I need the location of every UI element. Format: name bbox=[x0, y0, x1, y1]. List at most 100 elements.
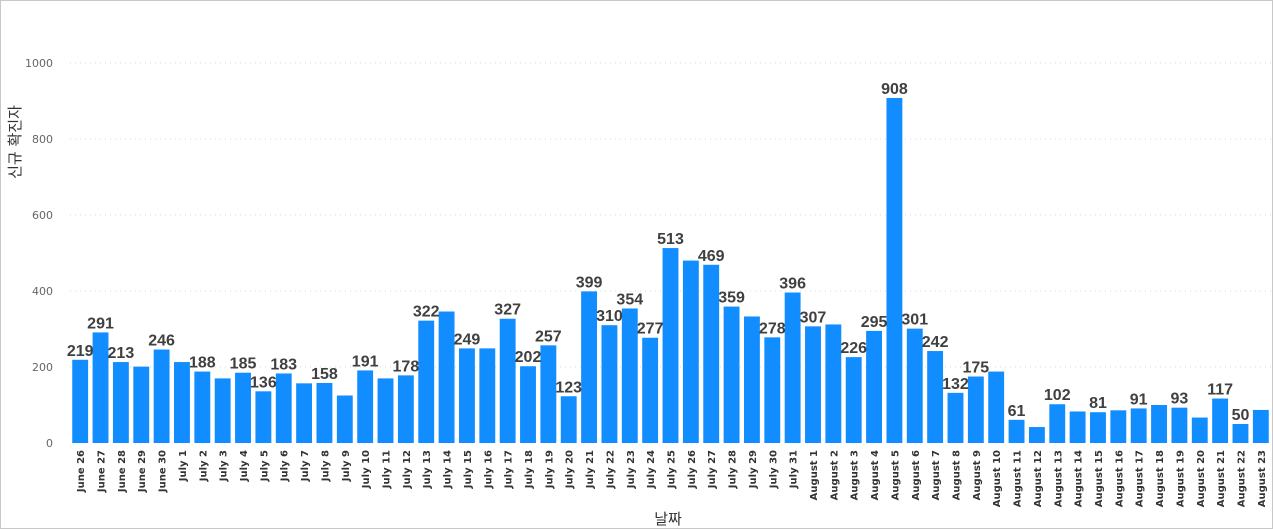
bar[interactable] bbox=[1028, 427, 1045, 443]
data-label: 91 bbox=[1130, 391, 1148, 408]
bar[interactable] bbox=[520, 366, 536, 443]
bar[interactable] bbox=[1171, 407, 1188, 443]
data-label: 183 bbox=[270, 356, 297, 373]
data-label: 307 bbox=[800, 309, 827, 326]
x-tick-label: June 29 bbox=[137, 450, 148, 493]
bar[interactable] bbox=[601, 325, 618, 443]
bar[interactable] bbox=[866, 330, 882, 443]
bar[interactable] bbox=[133, 366, 150, 443]
x-tick-label: July 29 bbox=[748, 450, 759, 489]
x-tick-label: July 8 bbox=[320, 450, 331, 482]
x-tick-label: July 6 bbox=[280, 450, 291, 482]
bar[interactable] bbox=[1090, 412, 1106, 443]
data-label: 93 bbox=[1170, 391, 1188, 408]
bar[interactable] bbox=[723, 306, 740, 443]
data-label: 213 bbox=[108, 345, 135, 362]
y-tick-label: 800 bbox=[32, 133, 53, 146]
bar[interactable] bbox=[1110, 410, 1127, 443]
y-tick-label: 1000 bbox=[25, 57, 53, 70]
x-axis-ticks: June 26 June 27 June 28 June 29 June 30 July … bbox=[76, 450, 1268, 507]
bar[interactable] bbox=[947, 392, 964, 443]
x-tick-label: July 30 bbox=[768, 450, 779, 489]
bar[interactable] bbox=[703, 264, 720, 443]
bar[interactable] bbox=[560, 396, 577, 443]
data-label: 50 bbox=[1232, 407, 1250, 424]
x-tick-label: August 21 bbox=[1216, 450, 1227, 507]
bar[interactable] bbox=[174, 362, 190, 443]
data-label: 399 bbox=[576, 274, 603, 291]
bar[interactable] bbox=[235, 372, 251, 443]
x-tick-label: July 9 bbox=[341, 450, 352, 482]
bar[interactable] bbox=[642, 337, 659, 443]
bar[interactable] bbox=[845, 357, 862, 443]
data-label: 136 bbox=[250, 374, 277, 391]
bar[interactable] bbox=[1212, 398, 1229, 443]
bar[interactable] bbox=[1049, 404, 1066, 443]
bar[interactable] bbox=[1008, 419, 1025, 443]
bar[interactable] bbox=[316, 382, 333, 443]
x-tick-label: August 8 bbox=[951, 450, 962, 500]
bar[interactable] bbox=[540, 345, 557, 443]
bar[interactable] bbox=[967, 376, 984, 444]
x-tick-label: July 16 bbox=[483, 450, 494, 489]
bar[interactable] bbox=[459, 348, 475, 443]
bar[interactable] bbox=[194, 371, 211, 443]
bar[interactable] bbox=[1232, 424, 1249, 443]
bar[interactable] bbox=[743, 316, 760, 443]
y-axis-ticks: 0 200 400 600 800 1000 bbox=[25, 57, 53, 450]
bar[interactable] bbox=[357, 370, 374, 443]
x-tick-label: August 20 bbox=[1196, 450, 1207, 507]
x-tick-label: July 14 bbox=[443, 450, 454, 489]
bar[interactable] bbox=[499, 318, 516, 443]
x-tick-label: August 5 bbox=[890, 450, 901, 500]
x-tick-label: August 2 bbox=[829, 450, 840, 500]
bar[interactable] bbox=[72, 359, 89, 443]
bar[interactable] bbox=[906, 328, 923, 443]
x-tick-label: August 3 bbox=[850, 450, 861, 500]
bar[interactable] bbox=[621, 308, 638, 443]
bar[interactable] bbox=[397, 375, 414, 443]
x-tick-label: July 12 bbox=[402, 450, 413, 489]
x-tick-label: July 1 bbox=[178, 450, 189, 482]
data-label: 61 bbox=[1008, 403, 1026, 420]
bar[interactable] bbox=[825, 324, 842, 443]
data-label: 202 bbox=[515, 349, 542, 366]
bar[interactable] bbox=[1252, 409, 1269, 443]
x-tick-label: July 2 bbox=[198, 450, 209, 482]
data-label: 226 bbox=[840, 340, 867, 357]
bar[interactable] bbox=[784, 292, 801, 443]
bar[interactable] bbox=[581, 291, 598, 443]
x-tick-label: July 21 bbox=[585, 450, 596, 489]
bar[interactable] bbox=[214, 378, 231, 443]
bar[interactable] bbox=[112, 362, 129, 443]
bar[interactable] bbox=[1130, 408, 1147, 443]
bar[interactable] bbox=[662, 248, 679, 443]
bar[interactable] bbox=[886, 97, 903, 444]
bar[interactable] bbox=[255, 391, 272, 443]
x-tick-label: August 12 bbox=[1033, 450, 1044, 507]
bar[interactable] bbox=[927, 351, 944, 443]
data-label: 246 bbox=[148, 333, 175, 350]
bar[interactable] bbox=[805, 326, 821, 443]
bar[interactable] bbox=[438, 311, 455, 443]
x-tick-label: July 11 bbox=[382, 450, 393, 489]
x-tick-label: August 13 bbox=[1053, 450, 1064, 507]
bar[interactable] bbox=[479, 348, 496, 443]
bar[interactable] bbox=[377, 378, 394, 443]
bar[interactable] bbox=[275, 373, 292, 443]
bar[interactable] bbox=[988, 371, 1005, 443]
bar[interactable] bbox=[1069, 411, 1086, 443]
x-tick-label: August 4 bbox=[870, 450, 881, 500]
bar[interactable] bbox=[153, 349, 170, 443]
bar[interactable] bbox=[1191, 417, 1208, 443]
bar[interactable] bbox=[682, 260, 699, 443]
bar[interactable] bbox=[418, 320, 435, 443]
bar[interactable] bbox=[92, 332, 109, 443]
bar[interactable] bbox=[764, 337, 781, 443]
x-tick-label: August 6 bbox=[911, 450, 922, 500]
bar[interactable] bbox=[336, 395, 353, 444]
bar[interactable] bbox=[1151, 405, 1167, 443]
bar[interactable] bbox=[296, 383, 313, 443]
x-tick-label: July 18 bbox=[524, 450, 535, 489]
